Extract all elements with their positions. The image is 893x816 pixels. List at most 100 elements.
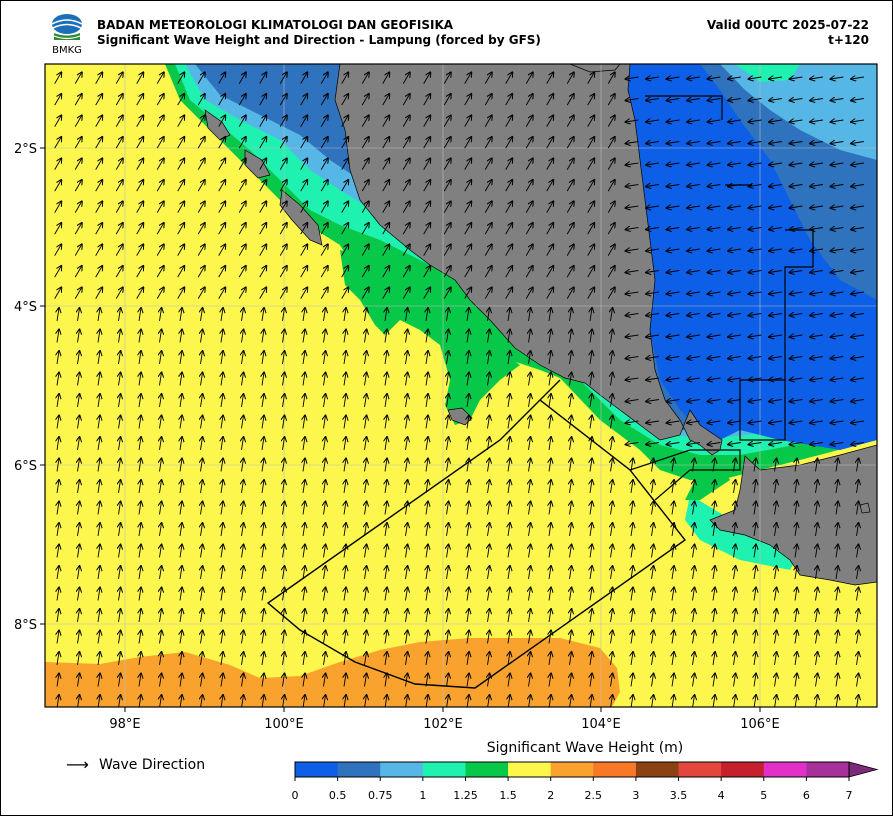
wave-arrow	[590, 480, 592, 493]
wave-arrow	[300, 287, 308, 299]
wave-arrow	[406, 330, 408, 343]
wave-arrow	[320, 94, 328, 106]
wave-arrow	[341, 72, 349, 84]
wave-arrow	[221, 459, 223, 472]
wave-arrow	[728, 335, 741, 337]
wave-arrow	[607, 223, 615, 235]
wave-arrow	[631, 459, 633, 472]
wave-arrow	[341, 180, 349, 192]
wave-arrow	[406, 459, 408, 472]
wave-arrow	[283, 480, 285, 493]
wave-arrow	[546, 137, 554, 149]
wave-arrow	[201, 373, 203, 386]
wave-arrow	[115, 115, 123, 127]
wave-arrow	[529, 588, 531, 601]
wave-arrow	[95, 180, 103, 192]
wave-arrow	[851, 378, 864, 380]
wave-arrow	[324, 480, 326, 493]
wave-arrow	[139, 459, 141, 472]
wave-arrow	[836, 480, 838, 493]
wave-arrow	[626, 99, 639, 101]
wave-arrow	[361, 266, 369, 278]
wave-arrow	[95, 94, 103, 106]
wave-arrow	[749, 185, 762, 187]
wave-arrow	[341, 158, 349, 170]
wave-arrow	[443, 244, 451, 256]
wave-arrow	[646, 271, 659, 273]
wave-arrow	[687, 228, 700, 230]
sea-orange-zone	[45, 638, 620, 707]
wave-arrow	[156, 287, 164, 299]
wave-arrow	[587, 115, 595, 127]
wave-arrow	[74, 115, 82, 127]
wave-arrow	[566, 137, 574, 149]
wave-arrow	[115, 201, 123, 213]
wave-arrow	[303, 394, 305, 407]
wave-arrow	[831, 271, 844, 273]
wave-arrow	[790, 314, 803, 316]
wave-arrow	[795, 502, 797, 515]
wave-arrow	[646, 142, 659, 144]
wave-arrow	[180, 416, 182, 429]
wave-arrow	[488, 566, 490, 579]
wave-arrow	[488, 545, 490, 558]
colorbar-tick-label: 2	[547, 789, 555, 802]
wave-arrow	[365, 394, 367, 407]
lat-label-8s: 8°S	[14, 618, 37, 633]
wave-arrow	[180, 480, 182, 493]
wave-arrow	[160, 502, 162, 515]
wave-arrow	[361, 180, 369, 192]
wave-arrow	[529, 416, 531, 429]
wave-arrow	[54, 72, 62, 84]
wave-arrow	[447, 330, 449, 343]
wave-arrow	[156, 223, 164, 235]
wave-arrow	[775, 523, 777, 536]
wave-arrow	[546, 94, 554, 106]
wave-arrow	[529, 437, 531, 450]
wave-arrow	[749, 249, 762, 251]
wave-arrow	[587, 266, 595, 278]
colorbar-tick-label: 1.5	[499, 789, 517, 802]
wave-arrow	[590, 588, 592, 601]
wave-arrow	[283, 308, 285, 321]
wave-arrow	[300, 223, 308, 235]
wave-arrow	[626, 163, 639, 165]
wave-arrow	[218, 287, 226, 299]
wave-arrow	[242, 480, 244, 493]
wave-arrow	[566, 266, 574, 278]
wave-arrow	[851, 77, 864, 79]
wave-arrow	[810, 421, 823, 423]
wave-arrow	[769, 400, 782, 402]
wave-arrow	[734, 480, 736, 493]
wave-arrow	[262, 373, 264, 386]
wave-arrow	[197, 244, 205, 256]
wave-arrow	[549, 588, 551, 601]
wave-arrow	[115, 244, 123, 256]
wave-arrow	[570, 308, 572, 321]
wave-arrow	[365, 566, 367, 579]
wave-arrow	[423, 158, 431, 170]
wave-arrow	[687, 163, 700, 165]
wave-arrow	[406, 609, 408, 622]
wave-arrow	[221, 351, 223, 364]
wave-arrow	[484, 94, 492, 106]
wave-arrow	[423, 180, 431, 192]
wave-arrow	[262, 631, 264, 644]
wave-arrow	[320, 115, 328, 127]
wave-arrow	[851, 120, 864, 122]
wave-arrow	[382, 94, 390, 106]
wave-arrow	[406, 437, 408, 450]
wave-arrow	[549, 609, 551, 622]
wave-arrow	[201, 330, 203, 343]
wave-arrow	[672, 545, 674, 558]
wave-arrow	[836, 545, 838, 558]
wave-arrow	[443, 137, 451, 149]
wave-arrow	[160, 373, 162, 386]
wave-arrow	[201, 394, 203, 407]
wave-arrow	[790, 142, 803, 144]
wave-arrow	[242, 351, 244, 364]
wave-arrow	[180, 588, 182, 601]
wave-arrow	[790, 421, 803, 423]
wave-arrow	[320, 244, 328, 256]
wave-arrow	[300, 266, 308, 278]
